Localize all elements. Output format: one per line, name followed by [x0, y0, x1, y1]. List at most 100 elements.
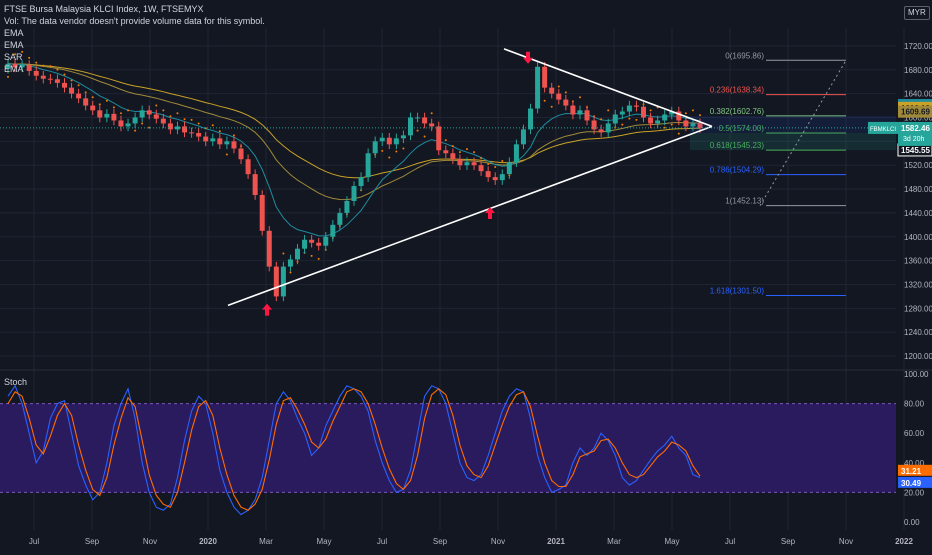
sar-dot [691, 109, 694, 112]
sar-dot [176, 112, 179, 115]
sar-dot [402, 147, 405, 150]
candle-body [26, 64, 32, 71]
candle-body [210, 138, 216, 142]
sar-dot [14, 53, 17, 56]
price-tick-label: 1600.00 [904, 113, 932, 122]
sar-dot [218, 130, 221, 133]
sar-dot [684, 112, 687, 115]
sar-dot [289, 271, 292, 274]
candle-body [570, 105, 576, 115]
sar-dot [670, 123, 673, 126]
candle-body [118, 120, 124, 127]
fib-label: 0(1695.86) [725, 51, 764, 60]
candle-body [104, 113, 110, 118]
stoch-k-tag [898, 476, 932, 488]
candle-body [386, 137, 392, 145]
time-tick-label: Sep [781, 537, 796, 546]
candle-body [485, 171, 491, 178]
sar-dot [282, 252, 285, 255]
price-tick-label: 1680.00 [904, 66, 932, 75]
candle-body [316, 242, 322, 246]
indicator-ema-2[interactable]: EMA [4, 40, 24, 50]
fib-label: 1.618(1301.50) [710, 287, 765, 296]
candle-body [330, 224, 336, 237]
candle-body [111, 113, 117, 121]
stoch-tick-label: 20.00 [904, 488, 925, 497]
sar-dot [543, 99, 546, 102]
candle-body [499, 174, 505, 181]
indicator-ema-1[interactable]: EMA [4, 28, 24, 38]
candle-body [535, 66, 541, 109]
price-tick-label: 1200.00 [904, 352, 932, 361]
sar-dot [112, 106, 115, 109]
sar-dot [49, 65, 52, 68]
candle-body [400, 135, 406, 139]
candle-body [12, 63, 18, 68]
sar-dot [56, 68, 59, 71]
candle-body [76, 93, 82, 99]
candle-body [450, 153, 456, 160]
stoch-d-value: 31.21 [901, 467, 922, 476]
stoch-tick-label: 40.00 [904, 459, 925, 468]
fib-label: 0.382(1602.76) [710, 107, 765, 116]
ema-lines [7, 63, 701, 237]
price-tick-label: 1240.00 [904, 328, 932, 337]
candle-body [69, 87, 75, 94]
price-tick-label: 1400.00 [904, 233, 932, 242]
currency-badge[interactable]: MYR [904, 6, 930, 20]
sar-dot [77, 84, 80, 87]
candle-body [676, 111, 682, 121]
candle-body [598, 129, 604, 133]
countdown-label: 3d 20h [903, 136, 925, 143]
time-tick-label: Nov [839, 537, 853, 546]
candle-body [556, 93, 562, 100]
indicator-sar[interactable]: SAR [4, 52, 23, 62]
stoch-d-tag [898, 464, 932, 476]
candle-body [457, 159, 463, 166]
candle-body [443, 150, 449, 154]
sar-dot [225, 153, 228, 156]
fib-retracement[interactable]: 0(1695.86) 0.236(1638.34) 0.382(1602.76) 0.… [690, 51, 896, 297]
time-axis[interactable]: Jul Sep Nov 2020 Mar May Jul Sep Nov 2021 Mar May Ju… [29, 537, 914, 546]
candle-body [5, 63, 11, 69]
sar-dot [628, 117, 631, 120]
candle-body [528, 108, 534, 130]
candle-body [690, 123, 696, 127]
price-tick-label: 1280.00 [904, 304, 932, 313]
candle-body [563, 99, 569, 106]
candle-body [372, 141, 378, 154]
stoch-title[interactable]: Stoch [4, 377, 28, 387]
sar-dot [699, 114, 701, 117]
candle-body [549, 87, 555, 94]
symbol-title[interactable]: FTSE Bursa Malaysia KLCI Index, 1W, FTSE… [4, 4, 204, 14]
price-tick-label: 1320.00 [904, 280, 932, 289]
candle-body [295, 248, 301, 260]
candle-body [139, 110, 145, 118]
trend-drawings[interactable] [227, 48, 713, 316]
candle-body [436, 126, 442, 151]
candle-body [167, 123, 173, 130]
price-tick-label: 1640.00 [904, 90, 932, 99]
sar-dot [141, 122, 144, 125]
candle-body [591, 120, 597, 130]
sar-dot [600, 118, 603, 121]
candle-body [655, 120, 661, 124]
indicator-ema-3[interactable]: EMA [4, 64, 24, 74]
sar-dot [28, 56, 31, 59]
candle-body [577, 110, 583, 115]
stoch-d-line [7, 388, 701, 511]
candle-body [90, 105, 96, 111]
candle-body [273, 266, 279, 297]
sar-dot [635, 118, 638, 121]
candle-body [626, 105, 632, 112]
candle-body [160, 118, 166, 124]
time-tick-label: Mar [259, 537, 273, 546]
sar-dot [663, 126, 666, 129]
symbol-tag-label: FBMKLCI [870, 127, 896, 133]
price-axis[interactable]: 1200.00 1240.00 1280.00 1320.00 1360.00 1400.… [0, 42, 932, 361]
stoch-tick-label: 100.00 [904, 370, 929, 379]
sar-dot [621, 123, 624, 126]
candle-body [641, 106, 647, 118]
ema-line [7, 63, 700, 179]
